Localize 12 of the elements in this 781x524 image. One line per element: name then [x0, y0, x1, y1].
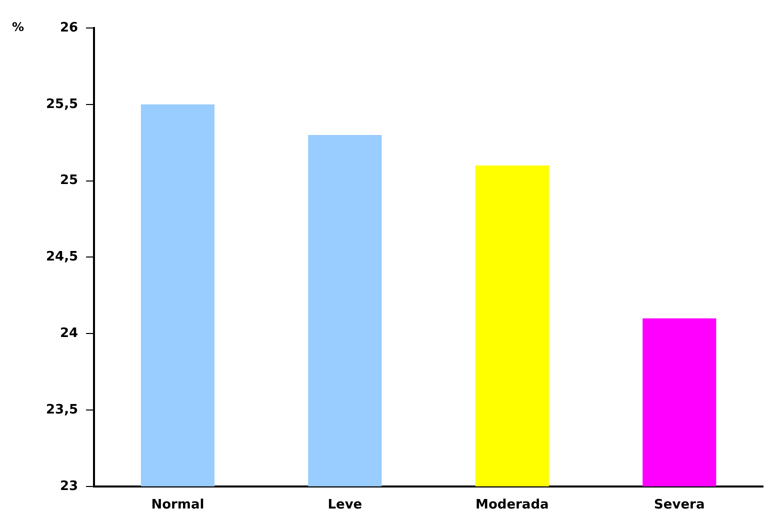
x-tick-label: Severa — [654, 498, 705, 513]
y-tick-label: 24 — [60, 326, 78, 341]
y-tick-label: 24,5 — [46, 250, 78, 265]
y-tick-label: 26 — [60, 20, 78, 36]
y-tick-label: 25 — [60, 173, 78, 188]
y-tick-label: 23 — [60, 478, 78, 494]
x-tick-label: Moderada — [476, 498, 549, 513]
y-tick-label: 23,5 — [46, 402, 78, 418]
y-axis-title: % — [12, 20, 24, 34]
y-tick-label: 25,5 — [46, 96, 78, 112]
x-tick-label: Normal — [151, 498, 204, 513]
x-tick-label: Leve — [328, 498, 362, 513]
